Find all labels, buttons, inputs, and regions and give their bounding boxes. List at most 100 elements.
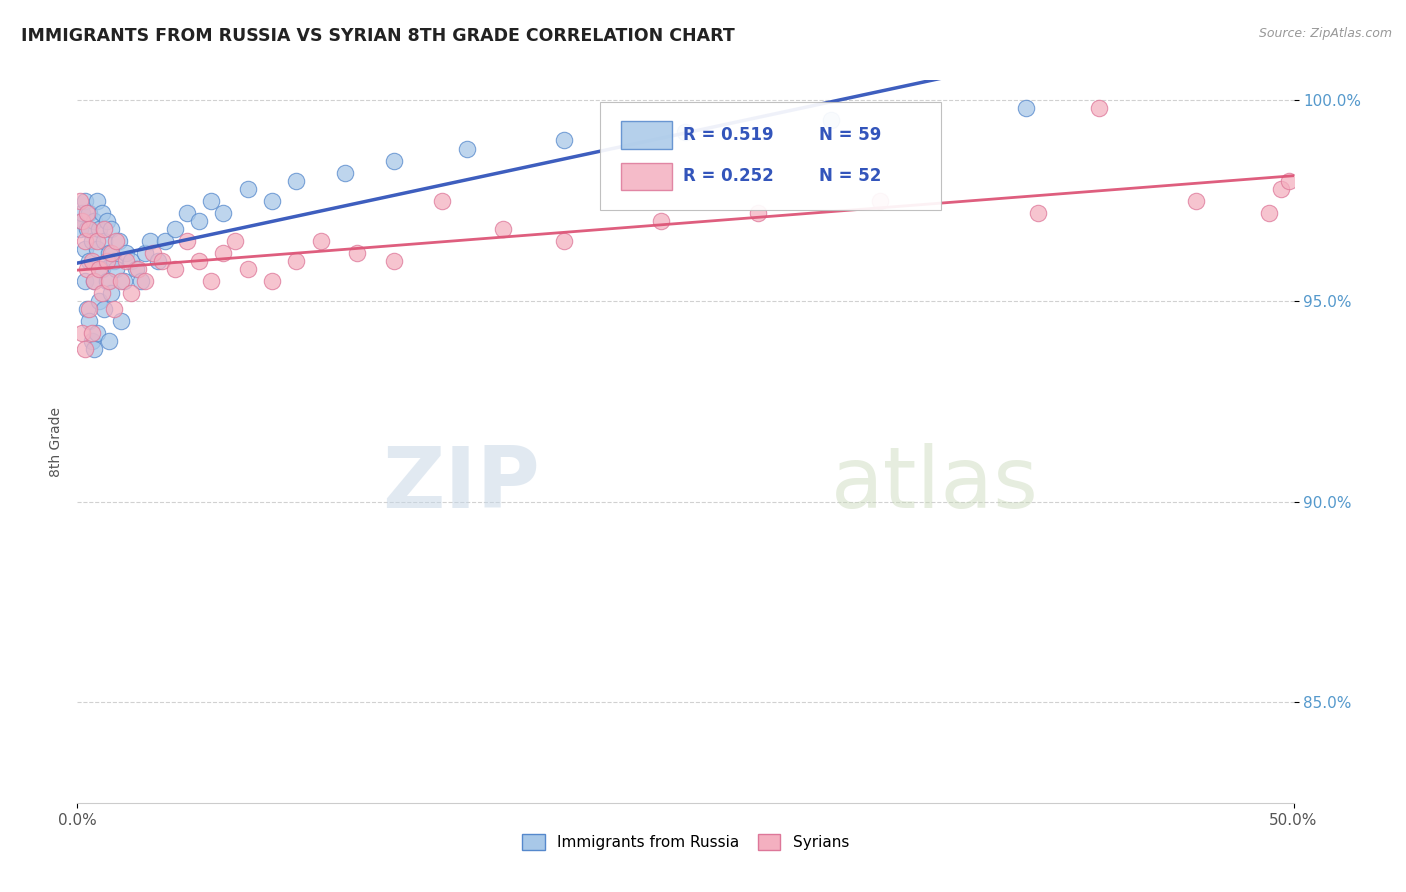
- Point: [675, 125, 697, 139]
- Point: [83, 343, 105, 357]
- Y-axis label: 8th Grade: 8th Grade: [49, 407, 63, 476]
- Point: [83, 213, 105, 227]
- Point: [110, 274, 132, 288]
- Point: [96, 274, 118, 288]
- Point: [76, 222, 98, 236]
- Point: [80, 254, 103, 268]
- Point: [1270, 181, 1292, 195]
- FancyBboxPatch shape: [621, 121, 672, 149]
- Point: [73, 242, 96, 256]
- Point: [100, 222, 122, 236]
- Point: [105, 234, 128, 248]
- Point: [76, 206, 98, 220]
- Point: [89, 222, 111, 236]
- Point: [70, 326, 93, 341]
- Point: [79, 206, 101, 220]
- Point: [260, 274, 283, 288]
- Point: [90, 206, 112, 220]
- Point: [89, 294, 111, 309]
- Point: [333, 165, 356, 179]
- Point: [188, 213, 211, 227]
- Point: [79, 222, 101, 236]
- Point: [553, 234, 575, 248]
- Point: [869, 194, 891, 208]
- Point: [90, 262, 112, 277]
- Point: [110, 314, 132, 328]
- Point: [430, 194, 453, 208]
- Point: [650, 213, 672, 227]
- Point: [70, 206, 93, 220]
- Point: [820, 113, 842, 128]
- Point: [1015, 101, 1038, 115]
- Text: R = 0.519: R = 0.519: [683, 126, 773, 145]
- Point: [73, 194, 96, 208]
- Point: [1088, 101, 1111, 115]
- Point: [112, 274, 135, 288]
- Point: [285, 254, 308, 268]
- Point: [346, 246, 368, 260]
- FancyBboxPatch shape: [600, 102, 941, 211]
- Point: [1185, 194, 1208, 208]
- Point: [83, 274, 105, 288]
- Point: [152, 254, 174, 268]
- Point: [79, 254, 101, 268]
- Point: [86, 326, 108, 341]
- Point: [188, 254, 211, 268]
- Text: ZIP: ZIP: [382, 443, 540, 526]
- Point: [93, 222, 115, 236]
- Point: [176, 206, 198, 220]
- Text: N = 59: N = 59: [820, 126, 882, 145]
- Point: [93, 301, 115, 317]
- Point: [200, 274, 222, 288]
- Point: [1278, 174, 1301, 188]
- Point: [115, 254, 138, 268]
- Point: [86, 194, 108, 208]
- Point: [120, 254, 142, 268]
- Point: [1026, 206, 1049, 220]
- Point: [96, 213, 118, 227]
- Point: [224, 234, 246, 248]
- Point: [83, 274, 105, 288]
- Point: [212, 246, 235, 260]
- Point: [212, 206, 235, 220]
- Point: [70, 213, 93, 227]
- Point: [456, 142, 478, 156]
- Point: [146, 254, 169, 268]
- Point: [163, 262, 186, 277]
- Point: [127, 262, 149, 277]
- Point: [73, 343, 96, 357]
- Point: [236, 262, 259, 277]
- Point: [79, 301, 101, 317]
- Legend: Immigrants from Russia, Syrians: Immigrants from Russia, Syrians: [516, 829, 855, 856]
- Point: [100, 246, 122, 260]
- Text: atlas: atlas: [831, 443, 1039, 526]
- Point: [129, 274, 152, 288]
- Point: [69, 194, 91, 208]
- Point: [93, 234, 115, 248]
- Point: [1258, 206, 1281, 220]
- Point: [97, 246, 120, 260]
- Point: [134, 274, 156, 288]
- Point: [153, 234, 176, 248]
- Point: [86, 242, 108, 256]
- Point: [382, 153, 405, 168]
- Point: [76, 301, 98, 317]
- Point: [80, 234, 103, 248]
- Point: [70, 213, 93, 227]
- Point: [86, 234, 108, 248]
- Point: [97, 274, 120, 288]
- Point: [115, 246, 138, 260]
- Point: [76, 262, 98, 277]
- Point: [176, 234, 198, 248]
- Point: [382, 254, 405, 268]
- Point: [96, 254, 118, 268]
- Point: [107, 234, 129, 248]
- Point: [73, 274, 96, 288]
- Text: N = 52: N = 52: [820, 168, 882, 186]
- Point: [492, 222, 515, 236]
- Point: [309, 234, 332, 248]
- Point: [747, 206, 769, 220]
- Point: [134, 246, 156, 260]
- Point: [120, 286, 142, 301]
- Point: [142, 246, 165, 260]
